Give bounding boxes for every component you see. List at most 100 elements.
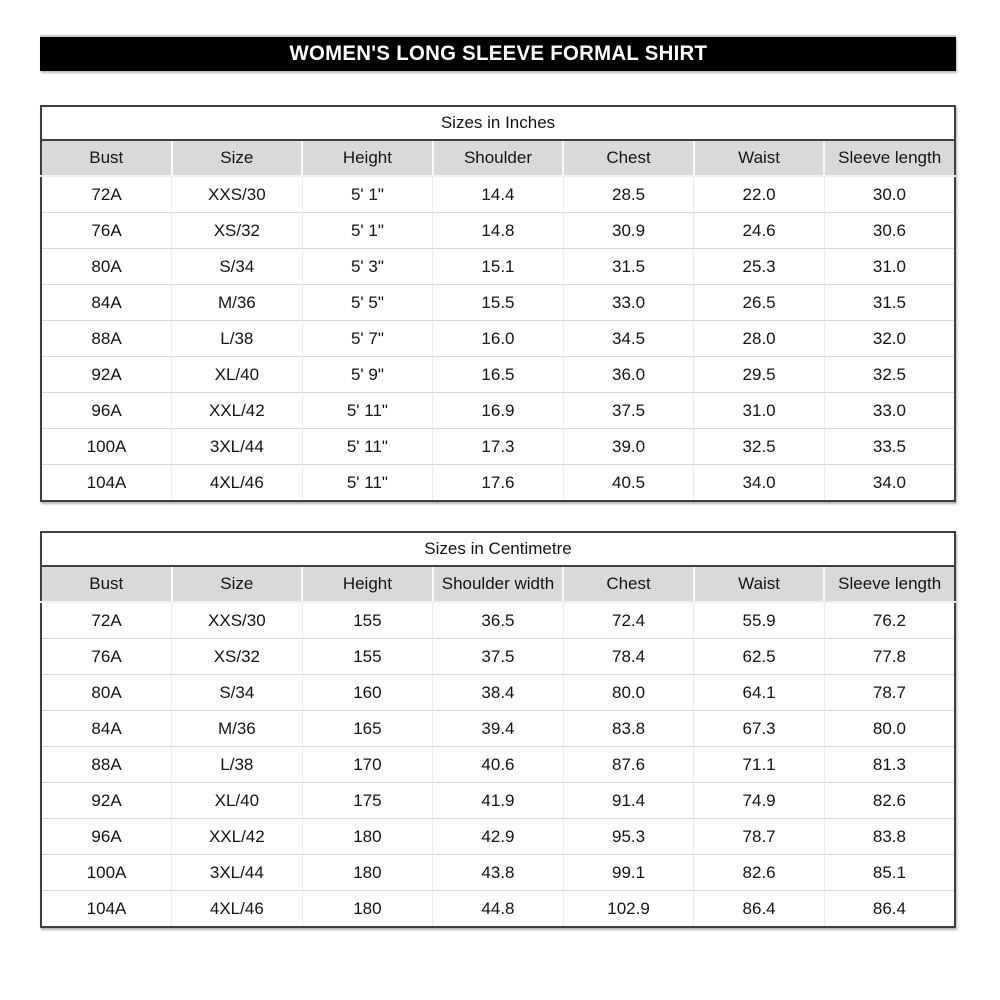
data-cell: 42.9 bbox=[432, 818, 564, 855]
centimetre-table: Sizes in Centimetre Bust Size Height Should… bbox=[40, 531, 956, 928]
data-cell: 155 bbox=[301, 638, 433, 675]
data-cell: 55.9 bbox=[693, 602, 825, 639]
data-cell: 76A bbox=[41, 212, 172, 249]
data-cell: 31.5 bbox=[562, 248, 694, 285]
data-cell: 38.4 bbox=[432, 674, 564, 711]
table-row: 92A XL/40 175 41.9 91.4 74.9 82.6 bbox=[41, 782, 955, 819]
data-cell: 72A bbox=[91, 184, 122, 204]
data-cell: 83.8 bbox=[823, 818, 955, 855]
data-cell: 100A bbox=[41, 428, 172, 465]
data-cell: 91.4 bbox=[562, 782, 694, 819]
data-cell: 64.1 bbox=[693, 674, 825, 711]
data-cell: 96A bbox=[41, 392, 172, 429]
data-cell: 28.5 bbox=[562, 176, 694, 213]
column-header: Waist bbox=[692, 140, 825, 177]
data-cell: 4XL/46 bbox=[171, 890, 303, 927]
table-header-row: Bust Size Height Shoulder Chest Waist Sleeve l… bbox=[41, 140, 955, 177]
table-row: 104A 4XL/46 5' 11" 17.6 40.5 34.0 34.0 bbox=[41, 464, 955, 501]
column-header: Height bbox=[301, 566, 433, 603]
data-cell: 5' 7" bbox=[301, 320, 433, 357]
data-cell: 31.0 bbox=[693, 392, 825, 429]
table-caption: Sizes in Inches bbox=[41, 106, 955, 141]
data-cell: XS/32 bbox=[171, 212, 303, 249]
data-cell: 16.0 bbox=[432, 320, 564, 357]
column-header: Chest bbox=[562, 140, 694, 177]
data-cell: 43.8 bbox=[432, 854, 564, 891]
table-body: 72A XXS/30 155 36.5 72.4 55.9 76.2 76A XS/32 155 3… bbox=[41, 602, 955, 927]
data-cell: 17.3 bbox=[432, 428, 564, 465]
data-cell: 80.0 bbox=[823, 710, 955, 747]
data-cell: 84A bbox=[41, 710, 172, 747]
data-cell: 104A bbox=[41, 890, 172, 927]
column-header: Shoulder width bbox=[431, 566, 564, 603]
data-cell: 82.6 bbox=[823, 782, 955, 819]
table-row: 96A XXL/42 180 42.9 95.3 78.7 83.8 bbox=[41, 818, 955, 855]
table-caption: Sizes in Centimetre bbox=[41, 532, 955, 567]
data-cell: 81.3 bbox=[823, 746, 955, 783]
data-cell: 85.1 bbox=[823, 854, 955, 891]
data-cell: 41.9 bbox=[432, 782, 564, 819]
data-cell: 104A bbox=[41, 464, 172, 501]
table-header-row: Bust Size Height Shoulder width Chest Waist Sl… bbox=[41, 566, 955, 603]
data-cell: 5' 11" bbox=[301, 428, 433, 465]
data-cell: XXL/42 bbox=[171, 818, 303, 855]
data-cell: 17.6 bbox=[432, 464, 564, 501]
column-header: Bust bbox=[41, 140, 172, 177]
data-cell: 37.5 bbox=[562, 392, 694, 429]
column-header: Bust bbox=[41, 566, 172, 603]
data-cell: 14.4 bbox=[432, 176, 564, 213]
data-cell: 32.5 bbox=[823, 356, 955, 393]
data-cell: 16.5 bbox=[432, 356, 564, 393]
data-cell: 15.1 bbox=[432, 248, 564, 285]
data-cell: S/34 bbox=[171, 248, 303, 285]
data-cell: 29.5 bbox=[693, 356, 825, 393]
data-cell: 5' 3" bbox=[301, 248, 433, 285]
data-cell: 82.6 bbox=[693, 854, 825, 891]
data-cell: 32.5 bbox=[693, 428, 825, 465]
table-row: 88A L/38 5' 7" 16.0 34.5 28.0 32.0 bbox=[41, 320, 955, 357]
data-cell: 76.2 bbox=[823, 602, 955, 639]
table-row: 80A S/34 5' 3" 15.1 31.5 25.3 31.0 bbox=[41, 248, 955, 285]
data-cell: XXL/42 bbox=[171, 392, 303, 429]
table-row: 92A XL/40 5' 9" 16.5 36.0 29.5 32.5 bbox=[41, 356, 955, 393]
data-cell: 3XL/44 bbox=[171, 428, 303, 465]
table-row: 88A L/38 170 40.6 87.6 71.1 81.3 bbox=[41, 746, 955, 783]
column-header: Size bbox=[170, 566, 303, 603]
data-cell: 30.6 bbox=[823, 212, 955, 249]
data-cell: 67.3 bbox=[693, 710, 825, 747]
data-cell: 180 bbox=[301, 890, 433, 927]
data-cell: 180 bbox=[301, 818, 433, 855]
data-cell: 78.4 bbox=[562, 638, 694, 675]
data-cell: 80A bbox=[41, 674, 172, 711]
data-cell: 34.0 bbox=[823, 464, 955, 501]
data-cell: 5' 5" bbox=[301, 284, 433, 321]
data-cell: 30.0 bbox=[823, 176, 955, 213]
data-cell: 165 bbox=[301, 710, 433, 747]
data-cell: 14.8 bbox=[432, 212, 564, 249]
data-cell: 25.3 bbox=[693, 248, 825, 285]
table-row: 72A XXS/30 155 36.5 72.4 55.9 76.2 bbox=[41, 602, 955, 639]
data-cell: M/36 bbox=[171, 710, 303, 747]
table-caption-row: Sizes in Inches bbox=[41, 106, 955, 141]
data-cell: XXS/30 bbox=[171, 602, 303, 639]
data-cell: 72.4 bbox=[562, 602, 694, 639]
data-cell: 87.6 bbox=[562, 746, 694, 783]
inches-table: Sizes in Inches Bust Size Height Shoulder Ch… bbox=[40, 105, 956, 502]
data-cell: L/38 bbox=[171, 746, 303, 783]
table-row: 80A S/34 160 38.4 80.0 64.1 78.7 bbox=[41, 674, 955, 711]
data-cell: XL/40 bbox=[171, 782, 303, 819]
data-cell: S/34 bbox=[171, 674, 303, 711]
column-header: Sleeve length bbox=[823, 566, 955, 603]
data-cell: 155 bbox=[301, 602, 433, 639]
data-cell: 86.4 bbox=[693, 890, 825, 927]
data-cell: 78.7 bbox=[693, 818, 825, 855]
data-cell: 180 bbox=[301, 854, 433, 891]
data-cell: 76A bbox=[41, 638, 172, 675]
data-cell: 39.4 bbox=[432, 710, 564, 747]
data-cell: 100A bbox=[41, 854, 172, 891]
data-cell: 24.6 bbox=[693, 212, 825, 249]
table-row: 100A 3XL/44 5' 11" 17.3 39.0 32.5 33.5 bbox=[41, 428, 955, 465]
data-cell: 62.5 bbox=[693, 638, 825, 675]
title-banner: WOMEN'S LONG SLEEVE FORMAL SHIRT bbox=[40, 37, 956, 71]
